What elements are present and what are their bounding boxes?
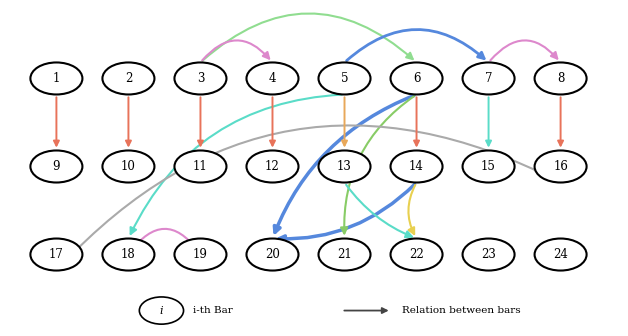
Text: 4: 4	[269, 72, 276, 85]
Text: 12: 12	[265, 160, 280, 173]
Ellipse shape	[102, 151, 154, 182]
Text: 18: 18	[121, 248, 136, 261]
Text: 5: 5	[341, 72, 349, 85]
Text: 17: 17	[49, 248, 64, 261]
Ellipse shape	[463, 239, 514, 270]
Ellipse shape	[139, 297, 183, 324]
Text: i-th Bar: i-th Bar	[193, 306, 233, 315]
Text: 10: 10	[121, 160, 136, 173]
Ellipse shape	[463, 151, 514, 182]
Text: 21: 21	[337, 248, 352, 261]
Ellipse shape	[30, 239, 82, 270]
Ellipse shape	[246, 239, 298, 270]
Ellipse shape	[318, 62, 371, 94]
Text: 7: 7	[485, 72, 492, 85]
Ellipse shape	[30, 62, 82, 94]
Ellipse shape	[391, 62, 443, 94]
Ellipse shape	[175, 239, 227, 270]
Ellipse shape	[246, 151, 298, 182]
Ellipse shape	[463, 62, 514, 94]
Ellipse shape	[534, 239, 587, 270]
Ellipse shape	[175, 151, 227, 182]
Ellipse shape	[391, 239, 443, 270]
Text: 11: 11	[193, 160, 208, 173]
Ellipse shape	[318, 239, 371, 270]
Ellipse shape	[534, 151, 587, 182]
Text: 20: 20	[265, 248, 280, 261]
Text: 3: 3	[197, 72, 204, 85]
Text: Relation between bars: Relation between bars	[401, 306, 520, 315]
Text: 6: 6	[413, 72, 420, 85]
Text: 24: 24	[553, 248, 568, 261]
Text: 2: 2	[125, 72, 132, 85]
Text: i: i	[160, 305, 163, 316]
Ellipse shape	[102, 239, 154, 270]
Text: 8: 8	[557, 72, 565, 85]
Text: 15: 15	[481, 160, 496, 173]
Ellipse shape	[102, 62, 154, 94]
Ellipse shape	[175, 62, 227, 94]
Text: 16: 16	[553, 160, 568, 173]
Text: 23: 23	[481, 248, 496, 261]
Text: 14: 14	[409, 160, 424, 173]
Ellipse shape	[318, 151, 371, 182]
Text: 19: 19	[193, 248, 208, 261]
Ellipse shape	[30, 151, 82, 182]
Text: 9: 9	[53, 160, 60, 173]
Text: 22: 22	[409, 248, 424, 261]
Ellipse shape	[534, 62, 587, 94]
Text: 1: 1	[53, 72, 60, 85]
Text: 13: 13	[337, 160, 352, 173]
Ellipse shape	[391, 151, 443, 182]
Ellipse shape	[246, 62, 298, 94]
